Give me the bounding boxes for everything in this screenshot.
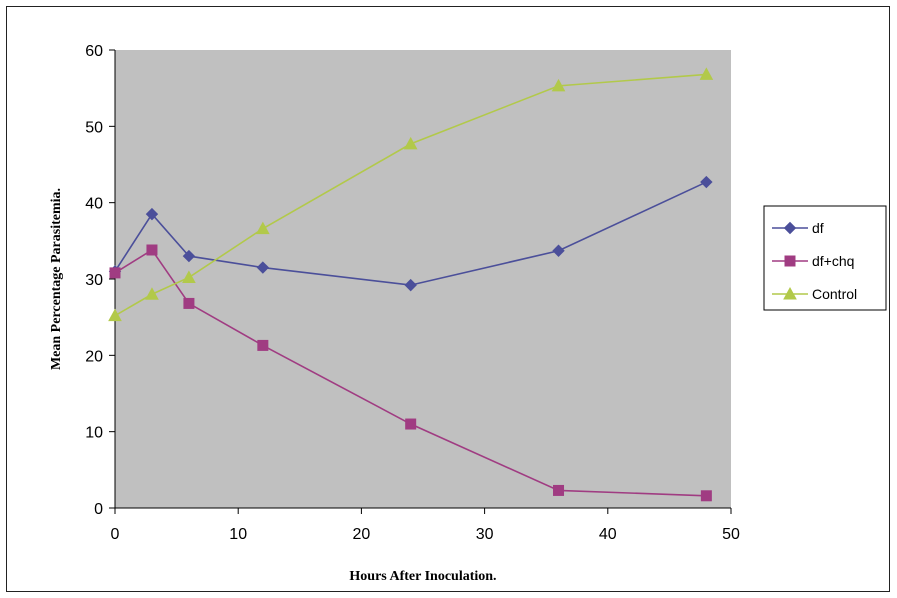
data-point	[553, 484, 565, 496]
legend-label: df	[812, 220, 824, 236]
legend-item: df+chq	[772, 253, 854, 269]
plot-area	[115, 50, 731, 508]
data-point	[405, 418, 417, 430]
data-point	[145, 207, 159, 221]
legend-label: df+chq	[812, 253, 854, 269]
x-tick-label: 40	[599, 526, 617, 543]
data-point	[183, 297, 195, 309]
data-point	[700, 175, 713, 189]
legend-marker	[783, 221, 797, 235]
y-tick-label: 10	[85, 425, 103, 442]
legend-item: Control	[772, 286, 857, 302]
legend-marker	[783, 286, 797, 300]
data-point	[551, 78, 566, 92]
y-tick-label: 30	[85, 272, 103, 289]
y-tick-label: 60	[85, 43, 103, 60]
data-point	[403, 136, 418, 150]
data-point	[109, 267, 121, 279]
data-point	[699, 67, 714, 80]
legend: df df+chq Control	[763, 205, 887, 311]
series-control	[108, 67, 714, 322]
data-point	[404, 278, 417, 292]
data-point	[256, 261, 270, 274]
data-point	[257, 339, 269, 351]
series-df-chq	[109, 244, 712, 502]
y-tick-label: 20	[85, 348, 103, 365]
data-point	[700, 490, 712, 502]
x-tick-label: 0	[111, 526, 120, 543]
data-point	[108, 308, 122, 322]
y-tick-label: 50	[85, 119, 103, 136]
x-tick-label: 10	[229, 526, 247, 543]
y-tick-label: 40	[85, 196, 103, 213]
legend-marker	[784, 255, 796, 267]
x-tick-label: 50	[722, 526, 740, 543]
y-axis-ticks: 0 10 20 30 40 50 60	[85, 43, 115, 518]
data-point	[552, 244, 565, 257]
x-tick-label: 20	[353, 526, 371, 543]
data-point	[145, 287, 159, 300]
legend-box	[763, 205, 887, 311]
x-axis-title: Hours After Inoculation.	[349, 569, 496, 584]
x-axis-ticks: 0 10 20 30 40 50	[111, 508, 740, 543]
legend-item: df	[772, 220, 824, 236]
data-point	[146, 244, 158, 256]
data-point	[182, 249, 196, 263]
data-point	[182, 270, 196, 283]
legend-label: Control	[812, 286, 857, 302]
data-point	[255, 221, 270, 235]
x-tick-label: 30	[476, 526, 494, 543]
y-tick-label: 0	[94, 501, 103, 518]
series-layer	[108, 67, 714, 502]
y-axis-title: Mean Percentage Parasitemia.	[49, 188, 64, 370]
